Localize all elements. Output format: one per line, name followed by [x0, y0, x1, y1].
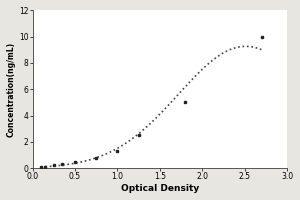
Y-axis label: Concentration(ng/mL): Concentration(ng/mL): [7, 42, 16, 137]
X-axis label: Optical Density: Optical Density: [121, 184, 199, 193]
